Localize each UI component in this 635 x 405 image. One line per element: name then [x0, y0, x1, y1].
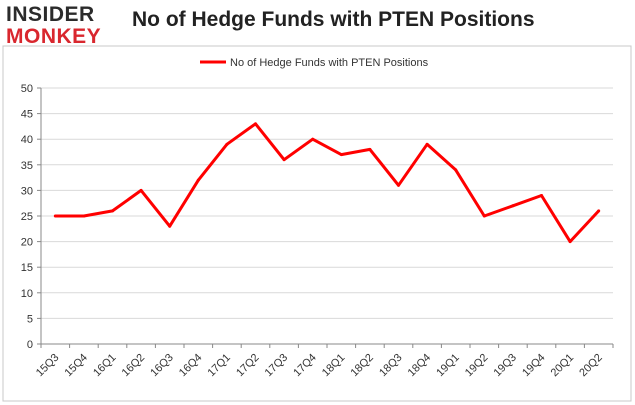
x-tick-labels: 15Q3 15Q4 16Q1 16Q2 16Q3 16Q4 17Q1 17Q2 17Q3 17Q4…	[34, 352, 605, 380]
data-point	[511, 204, 515, 208]
x-tick-label: 16Q3	[148, 352, 176, 380]
x-tick-label: 17Q3	[263, 352, 291, 380]
data-point	[397, 183, 400, 187]
x-tick-label: 20Q1	[549, 352, 577, 380]
axes	[37, 87, 614, 348]
x-tick-label: 16Q4	[177, 352, 205, 380]
x-tick-label: 18Q1	[320, 352, 348, 380]
x-tick-label: 18Q4	[406, 352, 434, 380]
data-point	[225, 142, 229, 146]
x-tick-label: 19Q1	[434, 352, 462, 380]
data-point	[597, 209, 601, 213]
y-tick-label: 25	[21, 211, 33, 223]
data-point	[482, 214, 486, 218]
x-tick-label: 20Q2	[577, 352, 605, 380]
x-tick-label: 16Q1	[91, 352, 119, 380]
series-line	[55, 122, 600, 244]
chart-title: No of Hedge Funds with PTEN Positions	[132, 8, 535, 31]
x-tick-label: 19Q2	[463, 352, 491, 380]
data-point	[168, 224, 172, 228]
data-point	[311, 137, 315, 141]
y-tick-label: 10	[21, 288, 33, 300]
y-tick-label: 5	[27, 313, 33, 325]
data-point	[196, 178, 200, 182]
y-tick-label: 35	[21, 160, 33, 172]
y-tick-label: 20	[21, 237, 33, 249]
x-tick-label: 16Q2	[120, 352, 148, 380]
y-tick-label: 30	[21, 185, 33, 197]
data-point	[82, 214, 86, 218]
data-point	[368, 147, 372, 151]
y-tick-label: 0	[27, 339, 33, 351]
y-tick-label: 40	[21, 134, 33, 146]
data-point	[53, 214, 57, 218]
x-tick-label: 17Q2	[234, 352, 262, 380]
data-point	[339, 153, 343, 157]
y-tick-labels: 0 5 10 15 20 25 30 35 40 45 50	[21, 83, 33, 351]
data-point	[111, 209, 114, 213]
x-tick-label: 18Q3	[377, 352, 405, 380]
data-point	[254, 122, 257, 126]
x-tick-label: 19Q4	[520, 352, 548, 380]
x-tick-label: 17Q1	[205, 352, 233, 380]
data-point	[139, 188, 143, 192]
gridlines	[41, 87, 613, 319]
chart-frame	[2, 45, 632, 402]
x-tick-label: 15Q4	[62, 352, 90, 380]
data-point	[540, 194, 543, 198]
x-tick-label: 17Q4	[291, 352, 319, 380]
data-point	[282, 158, 286, 162]
y-tick-label: 15	[21, 262, 33, 274]
x-tick-label: 19Q3	[491, 352, 519, 380]
y-tick-label: 50	[21, 83, 33, 95]
logo-text-bottom: MONKEY	[6, 25, 102, 48]
x-tick-label: 15Q3	[34, 352, 62, 380]
legend-label: No of Hedge Funds with PTEN Positions	[230, 57, 429, 69]
series-layer	[53, 122, 601, 244]
data-point	[454, 168, 458, 172]
data-point	[568, 240, 572, 244]
logo: INSIDER MONKEY	[6, 4, 116, 50]
legend: No of Hedge Funds with PTEN Positions	[200, 57, 429, 69]
x-tick-label: 18Q2	[348, 352, 376, 380]
data-point	[425, 142, 429, 146]
y-tick-label: 45	[21, 109, 33, 121]
logo-text-top: INSIDER	[6, 3, 95, 26]
